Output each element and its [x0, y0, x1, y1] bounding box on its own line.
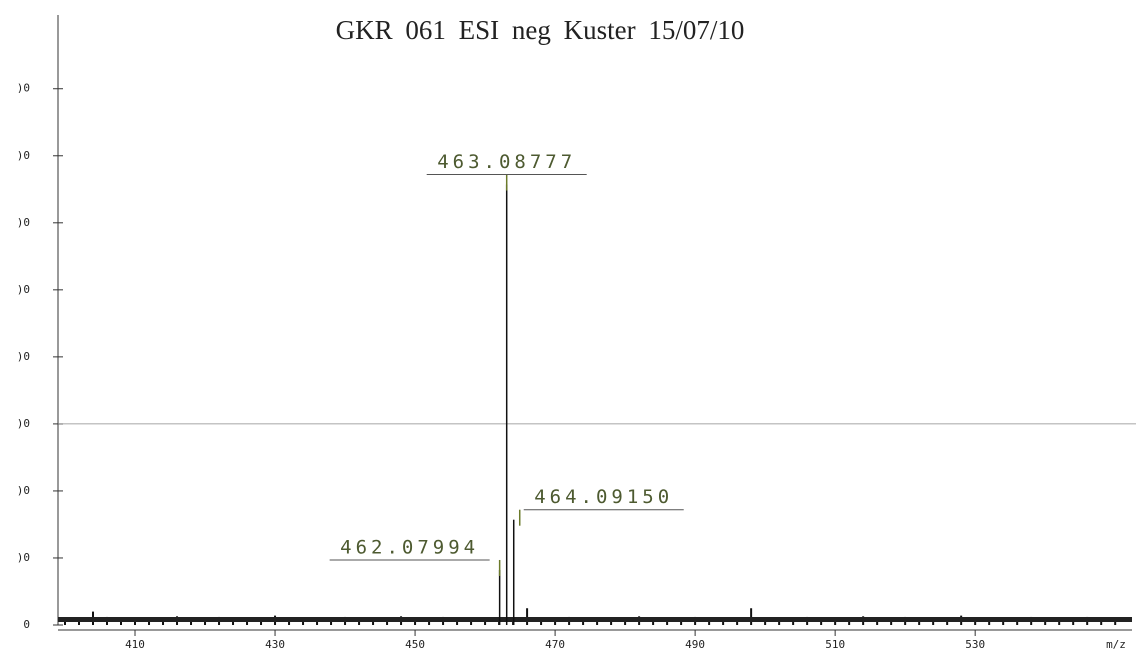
peak-label: 462.07994: [340, 536, 479, 558]
x-tick-label: 470: [545, 638, 565, 651]
y-tick-label: )0: [17, 82, 30, 95]
x-tick-label: 530: [965, 638, 985, 651]
y-tick-label: )0: [17, 283, 30, 296]
y-tick-label: 0: [23, 618, 30, 631]
y-tick-label: )0: [17, 484, 30, 497]
x-tick-label: 490: [685, 638, 705, 651]
x-axis-label: m/z: [1106, 638, 1126, 651]
x-tick-label: 510: [825, 638, 845, 651]
chart-title: GKR 061 ESI neg Kuster 15/07/10: [336, 15, 745, 45]
x-tick-label: 410: [125, 638, 145, 651]
peak-label: 464.09150: [534, 486, 673, 508]
y-tick-label: )0: [17, 350, 30, 363]
x-tick-label: 430: [265, 638, 285, 651]
y-tick-label: )0: [17, 216, 30, 229]
x-tick-label: 450: [405, 638, 425, 651]
peak-label: 463.08777: [437, 151, 576, 173]
baseline-band: [58, 617, 1132, 622]
y-tick-label: )0: [17, 149, 30, 162]
y-tick-label: )0: [17, 417, 30, 430]
y-tick-label: )0: [17, 551, 30, 564]
